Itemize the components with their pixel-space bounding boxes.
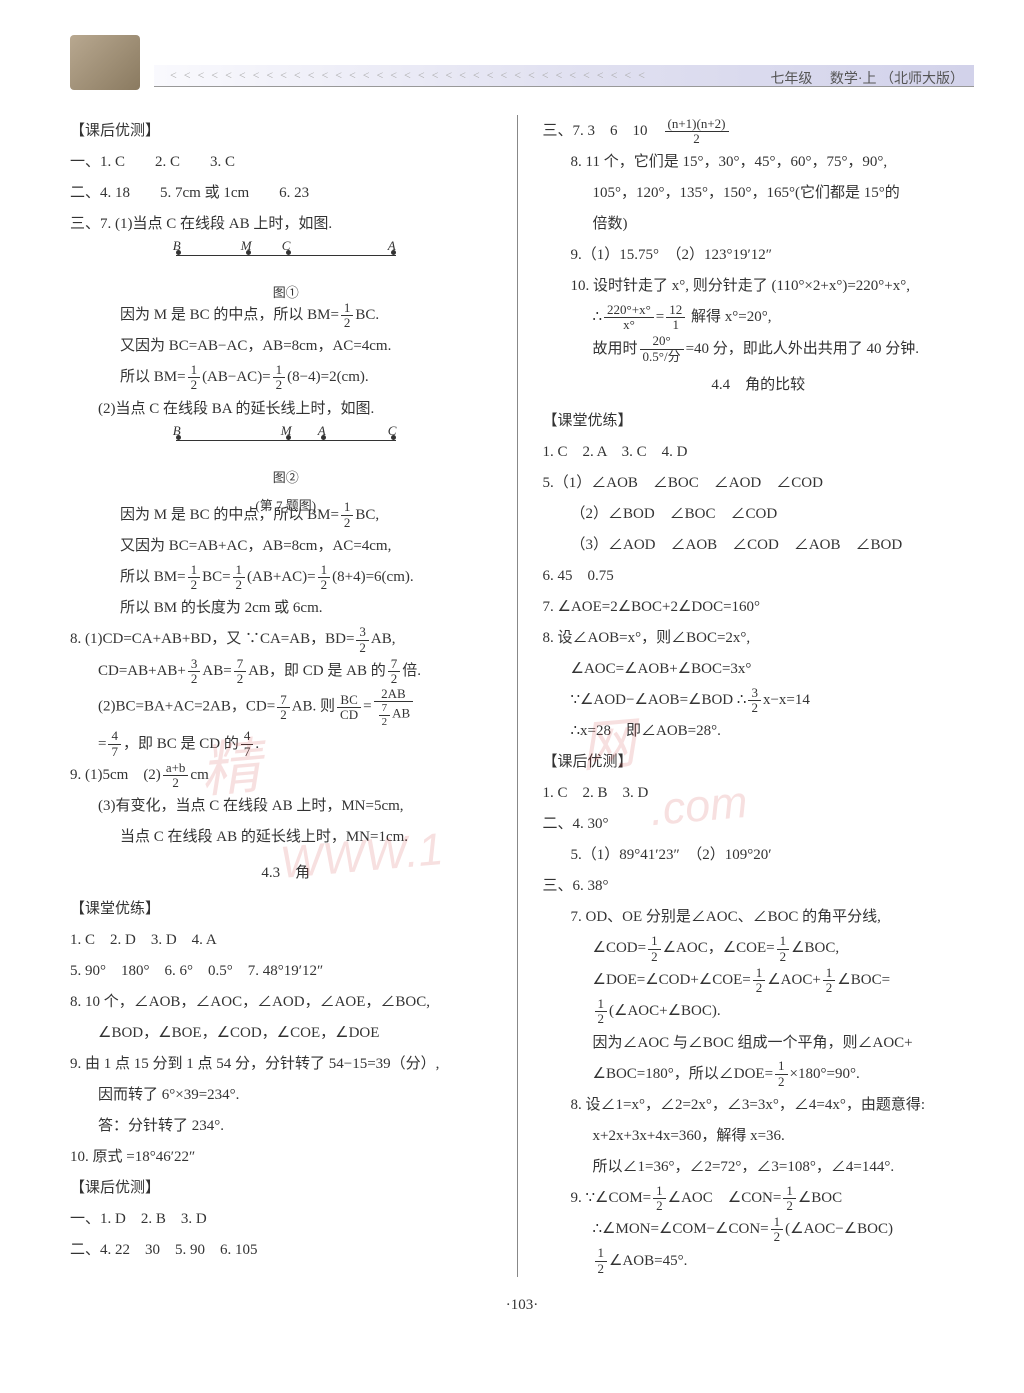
- header-edition: （北师大版）: [880, 72, 964, 87]
- content-columns: 【课后优测】 一、1. C 2. C 3. C 二、4. 18 5. 7cm 或…: [70, 115, 974, 1277]
- page-number: ·103·: [70, 1297, 974, 1314]
- diagram-caption: 图①: [70, 280, 502, 306]
- answer-line: 5.（1）89°41′23″ （2）109°20′: [543, 840, 975, 870]
- answer-line: 8. 设∠1=x°，∠2=2x°，∠3=3x°，∠4=4x°，由题意得:: [543, 1090, 975, 1120]
- diagram-caption: 图②: [70, 465, 502, 491]
- right-column: 三、7. 3 6 10 (n+1)(n+2)2 8. 11 个，它们是 15°，…: [538, 115, 975, 1277]
- section-heading: 【课后优测】: [543, 747, 975, 777]
- answer-line: 因为∠AOC 与∠BOC 组成一个平角，则∠AOC+: [543, 1028, 975, 1058]
- chevron-pattern: < < < < < < < < < < < < < < < < < < < < …: [170, 68, 647, 83]
- answer-line: ∴∠MON=∠COM−∠CON=12(∠AOC−∠BOC): [543, 1214, 975, 1244]
- answer-line: 9. 由 1 点 15 分到 1 点 54 分，分针转了 54−15=39（分）…: [70, 1049, 502, 1079]
- answer-line: 二、4. 30°: [543, 809, 975, 839]
- answer-line: 10. 原式 =18°46′22″: [70, 1142, 502, 1172]
- answer-line: (2)BC=BA+AC=2AB，CD=72AB. 则BCCD=2AB72AB: [70, 687, 502, 727]
- answer-line: ∴x=28 即∠AOB=28°.: [543, 716, 975, 746]
- answer-line: 7. ∠AOE=2∠BOC+2∠DOC=160°: [543, 592, 975, 622]
- diagram-2: B M A C 图② (第 7 题图): [70, 432, 502, 492]
- answer-line: 1. C 2. B 3. D: [543, 778, 975, 808]
- diagram-1: B M C A 图①: [70, 247, 502, 292]
- answer-line: CD=AB+AB+32AB=72AB，即 CD 是 AB 的72倍.: [70, 656, 502, 686]
- answer-line: 7. OD、OE 分别是∠AOC、∠BOC 的角平分线,: [543, 902, 975, 932]
- answer-line: 所以∠1=36°，∠2=72°，∠3=108°，∠4=144°.: [543, 1152, 975, 1182]
- answer-line: 一、1. C 2. C 3. C: [70, 147, 502, 177]
- answer-line: 故用时20°0.5°/分=40 分，即此人外出共用了 40 分钟.: [543, 334, 975, 364]
- answer-line: 9.（1）15.75° （2）123°19′12″: [543, 240, 975, 270]
- answer-line: 所以 BM=12BC=12(AB+AC)=12(8+4)=6(cm).: [70, 562, 502, 592]
- answer-line: （2）∠BOD ∠BOC ∠COD: [543, 499, 975, 529]
- left-column: 【课后优测】 一、1. C 2. C 3. C 二、4. 18 5. 7cm 或…: [70, 115, 518, 1277]
- answer-line: 三、7. 3 6 10 (n+1)(n+2)2: [543, 116, 975, 146]
- answer-line: 因而转了 6°×39=234°.: [70, 1080, 502, 1110]
- answer-line: （3）∠AOD ∠AOB ∠COD ∠AOB ∠BOD: [543, 530, 975, 560]
- header-subject: 数学·上: [830, 72, 877, 87]
- page-header: < < < < < < < < < < < < < < < < < < < < …: [70, 30, 974, 100]
- answer-line: 9. ∵∠COM=12∠AOC ∠CON=12∠BOC: [543, 1183, 975, 1213]
- answer-line: ∠DOE=∠COD+∠COE=12∠AOC+12∠BOC=: [543, 965, 975, 995]
- section-heading: 【课堂优练】: [70, 894, 502, 924]
- answer-line: 答：分针转了 234°.: [70, 1111, 502, 1141]
- answer-line: (3)有变化，当点 C 在线段 AB 上时，MN=5cm,: [70, 791, 502, 821]
- answer-line: ∵∠AOD−∠AOB=∠BOD ∴32x−x=14: [543, 685, 975, 715]
- answer-line: 5.（1）∠AOB ∠BOC ∠AOD ∠COD: [543, 468, 975, 498]
- answer-line: 三、6. 38°: [543, 871, 975, 901]
- answer-line: 5. 90° 180° 6. 6° 0.5° 7. 48°19′12″: [70, 956, 502, 986]
- answer-line: 8. (1)CD=CA+AB+BD，又 ∵CA=AB，BD=32AB,: [70, 624, 502, 654]
- answer-line: 1. C 2. D 3. D 4. A: [70, 925, 502, 955]
- answer-line: 10. 设时针走了 x°, 则分针走了 (110°×2+x°)=220°+x°,: [543, 271, 975, 301]
- section-heading: 【课堂优练】: [543, 406, 975, 436]
- answer-line: ∠AOC=∠AOB+∠BOC=3x°: [543, 654, 975, 684]
- answer-line: 又因为 BC=AB−AC，AB=8cm，AC=4cm.: [70, 331, 502, 361]
- answer-line: ∠BOD，∠BOE，∠COD，∠COE，∠DOE: [70, 1018, 502, 1048]
- section-title-44: 4.4 角的比较: [543, 370, 975, 400]
- answer-line: 又因为 BC=AB+AC，AB=8cm，AC=4cm,: [70, 531, 502, 561]
- answer-line: x+2x+3x+4x=360，解得 x=36.: [543, 1121, 975, 1151]
- answer-line: 当点 C 在线段 AB 的延长线上时，MN=1cm.: [70, 822, 502, 852]
- answer-line: 二、4. 18 5. 7cm 或 1cm 6. 23: [70, 178, 502, 208]
- answer-line: 105°，120°，135°，150°，165°(它们都是 15°的: [543, 178, 975, 208]
- header-grade: 七年级: [770, 72, 812, 87]
- answer-line: 所以 BM=12(AB−AC)=12(8−4)=2(cm).: [70, 362, 502, 392]
- section-title-43: 4.3 角: [70, 858, 502, 888]
- header-grade-subject: 七年级 数学·上 （北师大版）: [770, 68, 964, 88]
- section-heading: 【课后优测】: [70, 116, 502, 146]
- diagram-caption: (第 7 题图): [70, 493, 502, 519]
- answer-line: ∠BOC=180°，所以∠DOE=12×180°=90°.: [543, 1059, 975, 1089]
- answer-line: 12∠AOB=45°.: [543, 1246, 975, 1276]
- answer-line: 6. 45 0.75: [543, 561, 975, 591]
- answer-line: 倍数): [543, 209, 975, 239]
- answer-line: 8. 11 个，它们是 15°，30°，45°，60°，75°，90°,: [543, 147, 975, 177]
- answer-line: 一、1. D 2. B 3. D: [70, 1204, 502, 1234]
- answer-line: 二、4. 22 30 5. 90 6. 105: [70, 1235, 502, 1265]
- answer-line: 8. 设∠AOB=x°，则∠BOC=2x°,: [543, 623, 975, 653]
- answer-line: ∴220°+x°x°=121 解得 x°=20°,: [543, 302, 975, 332]
- answer-line: 1. C 2. A 3. C 4. D: [543, 437, 975, 467]
- answer-line: 8. 10 个，∠AOB，∠AOC，∠AOD，∠AOE，∠BOC,: [70, 987, 502, 1017]
- answer-line: =47，即 BC 是 CD 的47.: [70, 729, 502, 759]
- answer-line: 9. (1)5cm (2)a+b2cm: [70, 760, 502, 790]
- section-heading: 【课后优测】: [70, 1173, 502, 1203]
- answer-line: 所以 BM 的长度为 2cm 或 6cm.: [70, 593, 502, 623]
- logo-box: [70, 35, 140, 90]
- answer-line: 12(∠AOC+∠BOC).: [543, 996, 975, 1026]
- answer-line: ∠COD=12∠AOC，∠COE=12∠BOC,: [543, 933, 975, 963]
